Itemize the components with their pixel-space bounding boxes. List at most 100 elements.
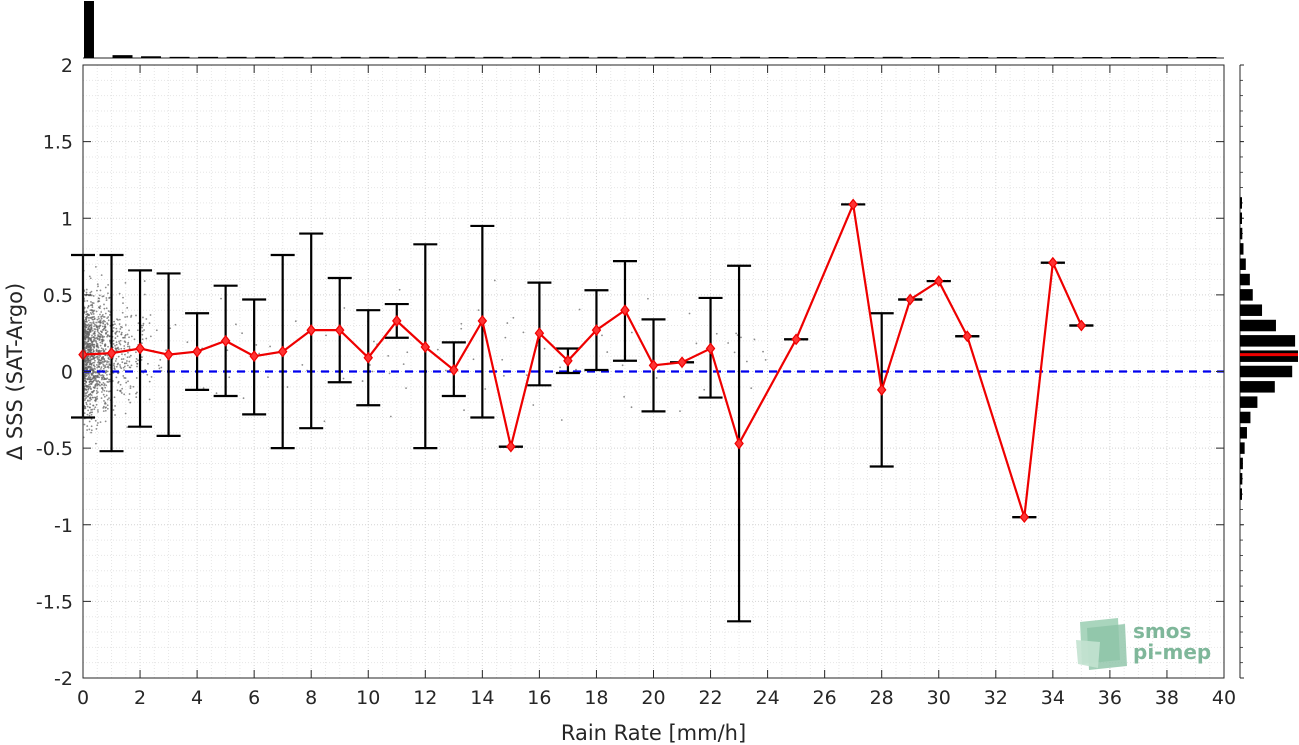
- scatter-point: [477, 309, 480, 312]
- x-tick-label: 22: [698, 687, 722, 709]
- scatter-point: [92, 376, 95, 378]
- scatter-point: [342, 377, 345, 380]
- scatter-point: [119, 389, 122, 392]
- scatter-point: [108, 339, 111, 342]
- scatter-point: [101, 387, 104, 390]
- scatter-point: [105, 384, 108, 387]
- scatter-point: [86, 356, 89, 359]
- scatter-point: [123, 347, 126, 350]
- scatter-point: [90, 317, 93, 320]
- scatter-point: [104, 360, 106, 363]
- scatter-point: [90, 350, 92, 352]
- scatter-point: [89, 346, 92, 348]
- scatter-point: [105, 390, 108, 393]
- data-point-marker: [848, 198, 858, 211]
- data-point-marker: [1019, 511, 1030, 524]
- x-tick-label: 2: [134, 687, 146, 709]
- scatter-point: [105, 299, 108, 302]
- scatter-point: [136, 329, 139, 332]
- scatter-point: [107, 345, 109, 348]
- right-histogram-bar: [1240, 335, 1296, 347]
- x-tick-label: 14: [470, 687, 494, 709]
- scatter-point: [99, 289, 102, 292]
- data-point-marker: [933, 275, 944, 288]
- scatter-point: [118, 340, 120, 343]
- x-tick-label: 26: [813, 687, 837, 709]
- scatter-point: [113, 362, 116, 365]
- scatter-point: [94, 385, 97, 388]
- scatter-point: [115, 341, 118, 344]
- top-histogram-bar: [397, 56, 418, 58]
- top-histogram-bar: [369, 56, 390, 58]
- smos-pimep-logo: smos pi-mep: [1076, 618, 1211, 670]
- scatter-point: [123, 369, 126, 372]
- x-axis-label: Rain Rate [mm/h]: [561, 721, 746, 745]
- scatter-point: [94, 328, 97, 331]
- scatter-point: [101, 325, 104, 328]
- scatter-point: [97, 315, 100, 318]
- scatter-point: [89, 329, 91, 331]
- scatter-point: [703, 388, 706, 391]
- scatter-point: [94, 399, 96, 402]
- scatter-point: [120, 325, 122, 328]
- data-point-marker: [135, 342, 145, 355]
- x-tick-label: 10: [356, 687, 380, 709]
- scatter-point: [90, 372, 93, 375]
- scatter-point: [269, 345, 271, 348]
- scatter-point: [120, 333, 123, 336]
- scatter-point: [124, 324, 127, 326]
- scatter-point: [100, 383, 103, 386]
- scatter-point: [97, 334, 99, 336]
- scatter-point: [114, 405, 116, 407]
- scatter-point: [103, 327, 106, 330]
- scatter-point: [89, 291, 92, 294]
- scatter-point: [86, 429, 89, 431]
- top-histogram-bar: [1167, 57, 1188, 58]
- scatter-point: [95, 341, 98, 343]
- scatter-point: [86, 405, 89, 408]
- data-point-marker: [449, 364, 459, 376]
- scatter-point: [97, 422, 99, 424]
- y-axis-label: Δ SSS (SAT-Argo): [3, 283, 27, 460]
- scatter-point: [99, 341, 102, 344]
- scatter-point: [124, 335, 126, 337]
- scatter-point: [100, 311, 103, 313]
- scatter-point: [148, 398, 151, 401]
- data-point-marker: [220, 334, 231, 347]
- scatter-point: [91, 343, 94, 345]
- x-tick-label: 32: [984, 687, 1008, 709]
- scatter-point: [387, 355, 390, 357]
- scatter-point: [104, 286, 107, 289]
- scatter-point: [301, 364, 304, 366]
- scatter-point: [88, 319, 90, 322]
- data-point-marker: [363, 351, 374, 364]
- top-histogram-bar: [169, 56, 190, 58]
- scatter-point: [100, 397, 103, 400]
- scatter-point: [114, 414, 116, 416]
- scatter-point: [105, 363, 108, 366]
- scatter-point: [83, 394, 86, 396]
- right-histogram-bar: [1240, 319, 1276, 332]
- scatter-point: [103, 383, 106, 385]
- scatter-point: [146, 373, 149, 376]
- scatter-point: [136, 362, 139, 365]
- scatter-point: [85, 326, 88, 329]
- scatter-point: [102, 407, 105, 409]
- scatter-point: [115, 365, 118, 368]
- data-point-marker: [791, 333, 801, 346]
- scatter-point: [102, 348, 105, 351]
- scatter-point: [89, 330, 92, 333]
- scatter-point: [228, 376, 231, 379]
- scatter-point: [460, 327, 463, 330]
- scatter-point: [89, 376, 92, 379]
- scatter-point: [97, 383, 100, 386]
- scatter-point: [99, 421, 102, 424]
- scatter-point: [122, 375, 125, 377]
- scatter-point: [95, 310, 98, 313]
- scatter-point: [140, 342, 143, 344]
- scatter-point: [372, 340, 375, 343]
- scatter-point: [733, 351, 736, 354]
- logo-text-line2: pi-mep: [1133, 640, 1211, 664]
- scatter-point: [132, 385, 135, 388]
- scatter-point: [95, 321, 98, 324]
